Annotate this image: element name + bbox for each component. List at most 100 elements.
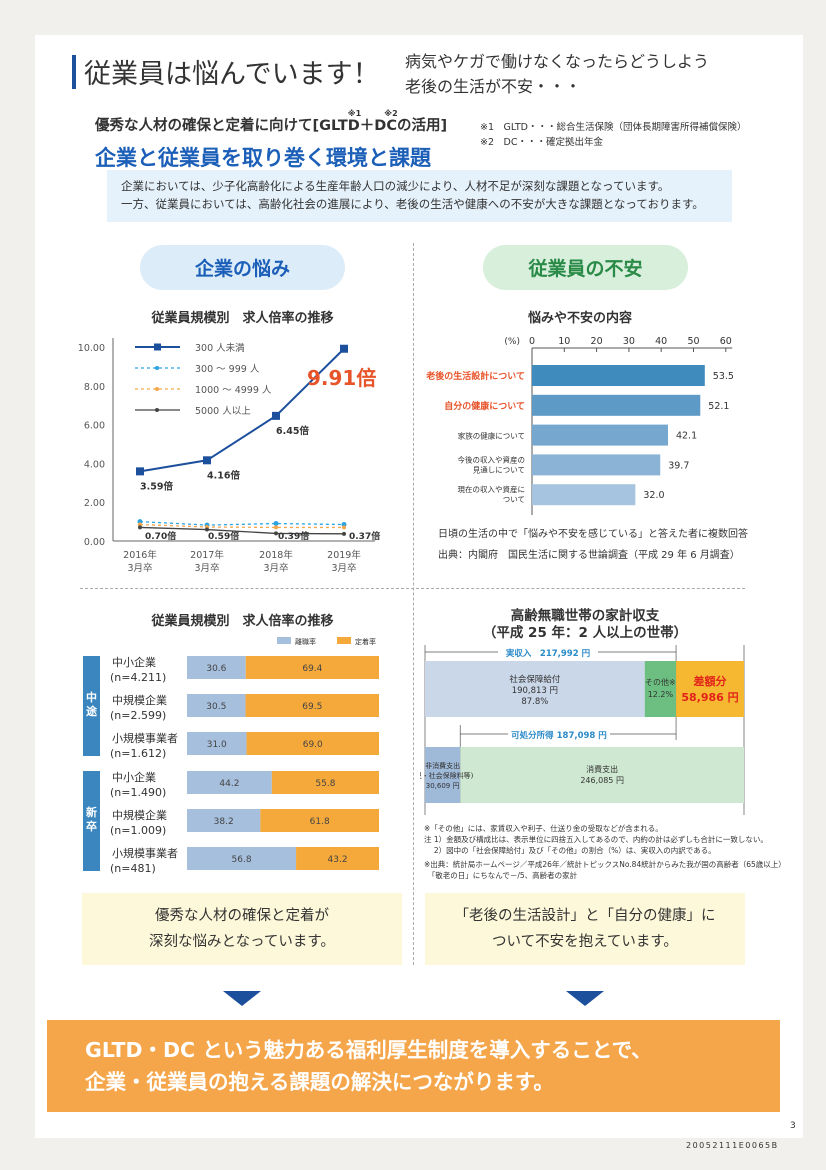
data-point xyxy=(341,522,347,528)
page-title: 従業員は悩んでいます！ xyxy=(84,59,380,90)
bar-segment xyxy=(187,656,246,679)
other-income-label: 12.2% xyxy=(648,690,674,699)
household-note: 「敬老の日」にちなんで－/5、高齢者の家計 xyxy=(424,871,578,880)
label-bg xyxy=(498,645,598,658)
note-gltd: ※1 GLTD・・・総合生活保険（団体長期障害所得補償保険） xyxy=(480,122,747,133)
data-label-highlight: 9.91倍 xyxy=(307,366,376,390)
row-label: 中規模企業 xyxy=(112,808,167,822)
bar-segment xyxy=(260,809,379,832)
x-tick-label: 3月卒 xyxy=(331,562,356,574)
x-tick-label: 20 xyxy=(591,336,603,347)
row-label: 小規模事業者 xyxy=(112,731,178,745)
data-label: 30.6 xyxy=(206,664,226,674)
bar-segment xyxy=(246,732,379,755)
data-point xyxy=(272,411,280,420)
conclusion-left: 優秀な人材の確保と定着が 深刻な悩みとなっています。 xyxy=(82,893,402,965)
y-tick-label: 6.00 xyxy=(84,421,105,432)
header-sub-1: 病気やケガで働けなくなったらどうしよう xyxy=(405,52,710,71)
consumption-bar xyxy=(460,747,744,803)
group-label: 中 xyxy=(86,690,97,704)
household-note: ※「その他」には、家賃収入や利子、仕送り金の受取などが含まれる。 xyxy=(424,824,663,833)
x-tick-label: 2019年 xyxy=(327,549,361,561)
data-label: 55.8 xyxy=(315,779,335,789)
bar-segment xyxy=(187,771,272,794)
intro-box: 企業においては、少子化高齢化による生産年齢人口の減少により、人材不足が深刻な課題… xyxy=(107,170,732,222)
data-label: 0.37倍 xyxy=(349,530,380,542)
data-label: 61.8 xyxy=(310,817,330,827)
category-label: 見通しについて xyxy=(473,464,525,474)
series-line xyxy=(139,348,345,473)
data-label: 52.1 xyxy=(708,401,729,412)
category-label: 家族の健康について xyxy=(458,431,525,441)
data-label: 30.5 xyxy=(206,702,226,712)
legend-swatch xyxy=(277,637,291,644)
legend-marker xyxy=(155,366,159,370)
row-n: (n=2.599) xyxy=(110,709,166,722)
deficit-label: 差額分 xyxy=(694,674,727,688)
data-point xyxy=(340,344,348,353)
x-tick-label: 30 xyxy=(623,336,635,347)
divider-horizontal xyxy=(80,588,745,589)
data-point xyxy=(138,525,142,530)
document-code: 20052111E0065B xyxy=(686,1141,779,1150)
row-n: (n=1.009) xyxy=(110,824,166,837)
down-arrow-icon xyxy=(566,991,604,1006)
bar-chart-title: 悩みや不安の内容 xyxy=(527,311,632,326)
consumption-label: 消費支出 xyxy=(586,764,618,774)
y-tick-label: 0.00 xyxy=(84,537,105,548)
y-tick-label: 8.00 xyxy=(84,382,105,393)
bar xyxy=(532,365,705,386)
row-label: 中小企業 xyxy=(112,770,156,784)
non-consumption-label: (税・社会保険料等) xyxy=(420,771,474,780)
row-n: (n=4.211) xyxy=(110,671,166,684)
legend-label: 定着率 xyxy=(355,637,376,646)
down-arrow-icon xyxy=(223,991,261,1006)
bar xyxy=(532,424,668,446)
data-point xyxy=(203,456,211,465)
category-label: 今後の収入や資産の xyxy=(458,454,526,464)
data-label: 56.8 xyxy=(232,855,252,865)
data-label: 4.16倍 xyxy=(207,469,240,481)
conclusion-line: 深刻な悩みとなっています。 xyxy=(149,934,335,950)
data-label: 69.4 xyxy=(302,664,322,674)
data-point xyxy=(274,531,278,536)
data-label: 69.5 xyxy=(302,702,322,712)
x-tick-label: 10 xyxy=(558,336,570,347)
y-tick-label: 2.00 xyxy=(84,498,105,509)
legend-label: 1000 ～ 4999 人 xyxy=(195,385,272,396)
bar xyxy=(532,394,701,416)
data-label: 53.5 xyxy=(713,371,734,382)
plus: ＋ xyxy=(359,118,375,134)
data-label: 0.70倍 xyxy=(145,530,176,542)
data-point xyxy=(342,531,346,536)
y-tick-label: 4.00 xyxy=(84,459,105,470)
household-chart-subtitle: （平成 25 年：2 人以上の世帯） xyxy=(482,625,688,641)
bar-segment xyxy=(187,732,247,755)
banner-line-1: GLTD・DC という魅力ある福利厚生制度を導入することで、 xyxy=(85,1038,652,1062)
data-label: 44.2 xyxy=(219,779,239,789)
data-label: 43.2 xyxy=(328,855,348,865)
category-label: ついて xyxy=(503,495,525,504)
unit-label: (%) xyxy=(504,337,520,347)
anxiety-bar-chart: (%) 0 10 20 30 40 50 60 53.5 老後の生活設計について 52.1 自分の健康… xyxy=(425,336,734,515)
social-security-label: 社会保障給付 xyxy=(509,674,561,685)
bar-chart-footnote: 日頃の生活の中で「悩みや不安を感じている」と答えた者に複数回答 xyxy=(438,529,748,540)
data-point xyxy=(138,522,142,527)
note-dc: ※2 DC・・・確定拠出年金 xyxy=(480,137,603,148)
bar-segment xyxy=(245,694,379,717)
bar-segment xyxy=(187,694,246,717)
other-income-bar xyxy=(644,661,677,717)
legend-label: 5000 人以上 xyxy=(195,406,251,417)
legend-marker xyxy=(154,343,161,351)
legend-label: 離職率 xyxy=(295,637,316,646)
x-tick-label: 40 xyxy=(655,336,667,347)
category-label: 自分の健康について xyxy=(444,400,525,412)
pill-company-worries: 企業の悩み xyxy=(140,245,345,290)
x-tick-label: 3月卒 xyxy=(194,562,219,574)
row-n: (n=481) xyxy=(110,862,156,875)
y-tick-label: 10.00 xyxy=(78,343,105,354)
subtitle-a: 優秀な人材の確保と定着に向けて[GLTD xyxy=(95,118,360,134)
line-chart-title: 従業員規模別 求人倍率の推移 xyxy=(151,311,334,326)
